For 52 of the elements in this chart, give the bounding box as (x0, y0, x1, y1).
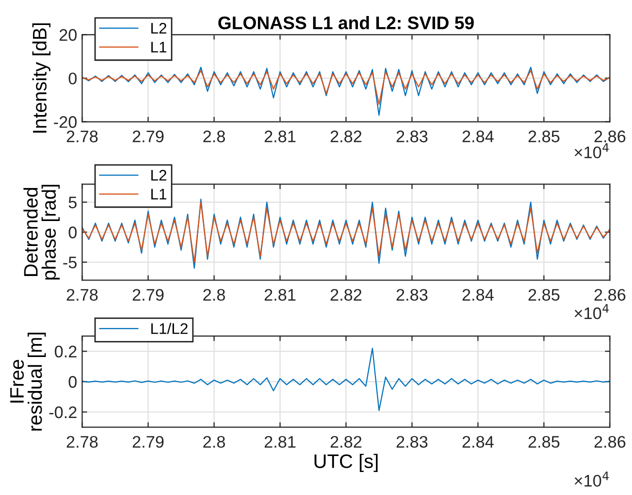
x-tick-label: 2.84 (462, 130, 494, 142)
legend-label: L1 (151, 42, 166, 52)
chart-title: GLONASS L1 and L2: SVID 59 (218, 16, 474, 30)
legend-label: L2 (151, 170, 166, 181)
x-tick-label: 2.84 (462, 288, 494, 301)
x-tick-label: 2.83 (396, 436, 428, 448)
x-tick-label: 2.78 (66, 436, 98, 448)
text: ×10$^{4}$ (574, 304, 609, 320)
x-tick-label: 2.86 (594, 130, 626, 142)
x-tick-label: 2.8 (203, 436, 225, 448)
x-tick-label: 2.82 (330, 288, 362, 301)
x-tick-label: 2.78 (66, 288, 98, 301)
x-tick-label: 2.81 (264, 436, 296, 448)
x-tick-label: 2.85 (528, 436, 560, 448)
x-axis-title: UTC [s] (314, 454, 378, 472)
y-axis-title: IFree residual [m] (10, 332, 46, 431)
line-series (82, 348, 610, 412)
y-tick-label: 0 (68, 376, 77, 388)
y-tick-label: 5 (68, 196, 77, 208)
x-tick-label: 2.82 (330, 436, 362, 448)
x-tick-label: 2.85 (528, 130, 560, 142)
x-tick-label: 2.84 (462, 436, 494, 448)
y-tick-label: 20 (60, 29, 77, 41)
x-tick-label: 2.8 (203, 288, 225, 301)
text: ×10$^{4}$ (574, 143, 609, 158)
x-tick-label: 2.8 (203, 130, 225, 142)
x-tick-label: 2.79 (132, 288, 164, 301)
y-tick-label: 0 (68, 72, 77, 84)
legend-label: L1/L2 (151, 322, 188, 334)
y-tick-label: -20 (54, 116, 77, 128)
text: ×10$^{4}$ (574, 472, 609, 487)
legend-label: L1 (151, 188, 166, 200)
x-tick-label: 2.81 (264, 288, 296, 301)
y-tick-label: -5 (63, 256, 77, 268)
x-tick-label: 2.78 (66, 130, 98, 142)
x-tick-label: 2.81 (264, 130, 296, 142)
x-tick-label: 2.79 (132, 436, 164, 448)
y-axis-title: Intensity [dB] (32, 23, 50, 133)
x-tick-label: 2.83 (396, 288, 428, 301)
x-tick-label: 2.83 (396, 130, 428, 142)
x-tick-label: 2.79 (132, 130, 164, 142)
legend-label: L2 (151, 22, 166, 34)
x-tick-label: 2.86 (594, 288, 626, 301)
y-tick-label: 0 (68, 226, 77, 238)
x-tick-label: 2.82 (330, 130, 362, 142)
x-tick-label: 2.86 (594, 436, 626, 448)
line-series (82, 66, 610, 116)
y-tick-label: -0.2 (49, 406, 76, 418)
line-series (82, 70, 610, 105)
y-tick-label: 0.2 (54, 346, 76, 358)
y-axis-title: Detrended phase [rad] (23, 184, 60, 280)
x-tick-label: 2.85 (528, 288, 560, 301)
